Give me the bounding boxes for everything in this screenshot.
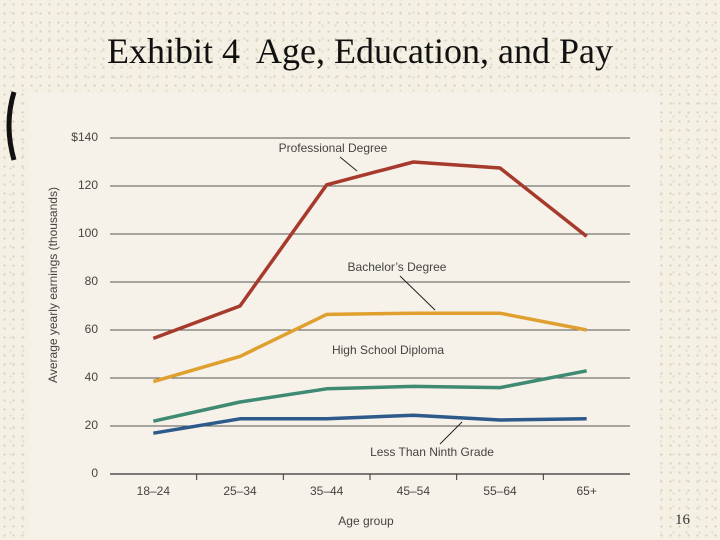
series-line xyxy=(152,369,588,423)
x-tick-label: 55–64 xyxy=(483,484,517,498)
leader-line xyxy=(439,421,463,445)
y-axis-label: Average yearly earnings (thousands) xyxy=(46,187,60,383)
series-line xyxy=(152,311,588,384)
y-tick-label: 20 xyxy=(85,418,99,432)
y-tick-label: 80 xyxy=(85,274,99,288)
series-label: High School Diploma xyxy=(332,343,444,357)
decoration xyxy=(6,91,17,161)
y-tick-label: 100 xyxy=(78,226,98,240)
x-axis-label: Age group xyxy=(338,514,394,528)
series-label: Professional Degree xyxy=(279,141,388,155)
y-tick-label: 0 xyxy=(91,466,98,480)
series-label: Less Than Ninth Grade xyxy=(370,445,494,459)
x-tick-label: 45–54 xyxy=(397,484,431,498)
y-tick-label: 120 xyxy=(78,178,98,192)
x-tick-label: 35–44 xyxy=(310,484,344,498)
x-tick-label: 18–24 xyxy=(137,484,171,498)
slide-title: Exhibit 4 Age, Education, and Pay xyxy=(107,31,613,71)
series-label: Bachelor’s Degree xyxy=(348,260,447,274)
series-line xyxy=(153,413,587,435)
y-tick-label: 60 xyxy=(85,322,99,336)
x-tick-label: 65+ xyxy=(576,484,596,498)
y-tick-label: $140 xyxy=(71,130,98,144)
x-tick-label: 25–34 xyxy=(223,484,257,498)
leader-line xyxy=(399,275,436,311)
leader-line xyxy=(339,156,358,172)
y-tick-label: 40 xyxy=(85,370,99,384)
slide-number: 16 xyxy=(675,512,690,528)
series-line xyxy=(152,160,588,341)
